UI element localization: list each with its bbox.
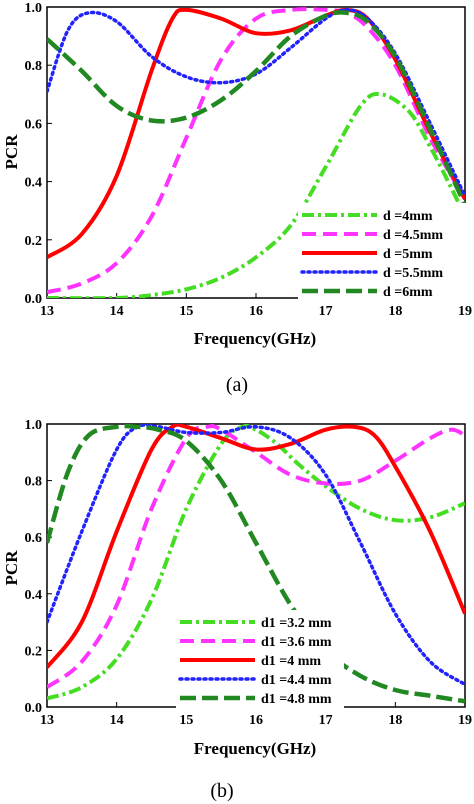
y-tick-label: 1.0 — [25, 418, 43, 433]
ylabel-b: PCR — [2, 550, 21, 586]
y-tick-label: 0.2 — [25, 234, 43, 249]
x-tick-label: 18 — [388, 713, 402, 728]
chart-panel-a: 13 14 15 16 17 18 19 0.0 0.2 0.4 0.6 0.8 1.0 d =4mm d … — [25, 1, 473, 319]
x-tick-label: 19 — [458, 713, 472, 728]
x-tick-label: 16 — [249, 713, 263, 728]
series-line-b-4 — [47, 424, 465, 687]
x-tick-label: 14 — [110, 304, 124, 319]
x-tick-label: 19 — [458, 304, 472, 319]
series-line-b-3 — [47, 424, 465, 669]
xlabel-b: Frequency(GHz) — [194, 739, 316, 758]
chart-panel-b: 13 14 15 16 17 18 19 0.0 0.2 0.4 0.6 0.8 1.0 d1 =3.2 … — [25, 418, 473, 728]
x-tick-label: 17 — [319, 713, 333, 728]
legend-label-b-1: d1 =3.2 mm — [261, 616, 332, 631]
legend-label-b-3: d1 =4 mm — [261, 654, 321, 669]
legend-label-a-1: d =4mm — [383, 209, 433, 224]
legend-label-b-2: d1 =3.6 mm — [261, 635, 332, 650]
x-tick-label: 16 — [249, 304, 263, 319]
series-line-b-5 — [47, 424, 465, 704]
x-tick-label: 17 — [319, 304, 333, 319]
y-tick-label: 1.0 — [25, 1, 43, 16]
x-tick-label: 13 — [40, 304, 54, 319]
y-tick-label: 0.0 — [25, 701, 43, 716]
caption-b: (b) — [210, 780, 233, 802]
legend-label-b-4: d1 =4.4 mm — [261, 673, 332, 688]
y-tick-label: 0.4 — [25, 176, 43, 191]
y-tick-label: 0.4 — [25, 588, 43, 603]
y-tick-label: 0.0 — [25, 292, 43, 307]
series-line-a-2 — [47, 7, 465, 295]
legend-label-a-5: d =6mm — [383, 285, 433, 300]
series-line-a-5 — [47, 10, 465, 206]
x-tick-label: 14 — [110, 713, 124, 728]
legend-label-a-4: d =5.5mm — [383, 266, 443, 281]
legend-label-b-5: d1 =4.8 mm — [261, 692, 332, 707]
y-tick-label: 0.2 — [25, 644, 43, 659]
series-line-b-1 — [47, 424, 465, 701]
legend-label-a-2: d =4.5mm — [383, 228, 443, 243]
xlabel-a: Frequency(GHz) — [194, 329, 316, 348]
y-tick-label: 0.8 — [25, 59, 43, 74]
x-tick-label: 15 — [179, 713, 193, 728]
y-tick-label: 0.8 — [25, 475, 43, 490]
ylabel-a: PCR — [2, 134, 21, 170]
x-tick-label: 13 — [40, 713, 54, 728]
x-tick-label: 18 — [388, 304, 402, 319]
caption-a: (a) — [226, 374, 248, 396]
x-tick-label: 15 — [179, 304, 193, 319]
y-tick-label: 0.6 — [25, 117, 43, 132]
y-tick-label: 0.6 — [25, 531, 43, 546]
legend-label-a-3: d =5mm — [383, 247, 433, 262]
